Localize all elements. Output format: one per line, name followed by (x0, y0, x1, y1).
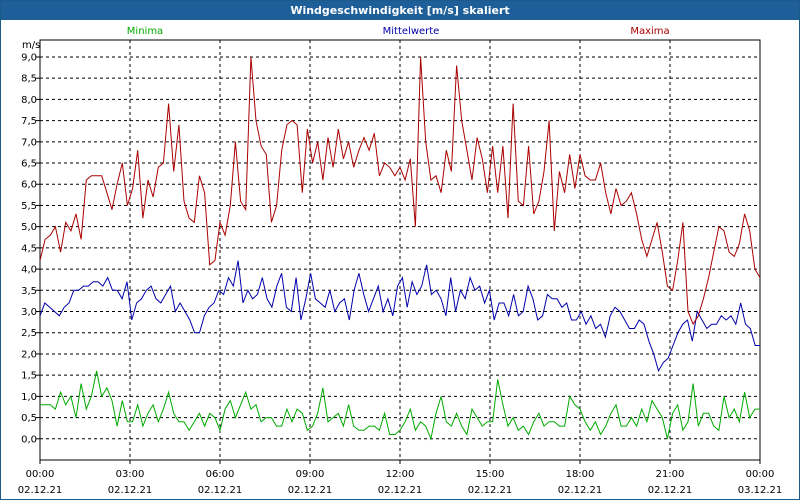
x-tick-time-label: 00:00 (26, 469, 55, 480)
series-line-mittelwerte (39, 260, 760, 373)
x-tick-time-label: 18:00 (566, 469, 595, 480)
series-line-maxima (39, 56, 761, 326)
labels: Minima Mittelwerte Maxima m/s 0,0 0,5 1,0 1… (18, 26, 783, 496)
x-tick-date-label: 03.12.21 (738, 485, 783, 496)
x-tick-time-label: 09:00 (296, 469, 325, 480)
x-tick-time-label: 15:00 (476, 469, 505, 480)
x-tick-date-label: 02.12.21 (648, 485, 693, 496)
chart-title: Windgeschwindigkeit [m/s] skaliert (1, 1, 799, 20)
y-tick-label: 2,0 (21, 349, 37, 360)
y-tick-label: 4,5 (21, 243, 37, 254)
axes (36, 39, 761, 464)
x-tick-date-label: 02.12.21 (378, 485, 423, 496)
x-tick-time-label: 00:00 (746, 469, 775, 480)
x-tick-date-label: 02.12.21 (18, 485, 63, 496)
series (39, 56, 761, 441)
y-axis-label: m/s (22, 40, 40, 51)
x-tick-date-label: 02.12.21 (108, 485, 153, 496)
y-tick-label: 1,0 (21, 392, 37, 403)
y-tick-label: 6,0 (21, 180, 37, 191)
y-tick-label: 3,5 (21, 286, 37, 297)
y-tick-label: 5,0 (21, 222, 37, 233)
legend-minima: Minima (127, 26, 163, 37)
x-tick-date-label: 02.12.21 (558, 485, 603, 496)
y-tick-label: 3,0 (21, 307, 37, 318)
x-tick-date-label: 02.12.21 (198, 485, 243, 496)
x-tick-time-label: 06:00 (206, 469, 235, 480)
y-tick-label: 7,0 (21, 137, 37, 148)
x-tick-date-label: 02.12.21 (468, 485, 513, 496)
y-tick-label: 0,5 (21, 413, 37, 424)
legend-maxima: Maxima (630, 26, 669, 37)
x-tick-time-label: 03:00 (116, 469, 145, 480)
x-tick-time-label: 21:00 (656, 469, 685, 480)
legend-mittelwerte: Mittelwerte (383, 26, 440, 37)
y-tick-label: 8,5 (21, 74, 37, 85)
y-tick-label: 0,0 (21, 434, 37, 445)
y-tick-label: 4,0 (21, 265, 37, 276)
x-tick-date-label: 02.12.21 (288, 485, 333, 496)
grid (40, 40, 760, 460)
series-line-minima (40, 370, 760, 441)
x-tick-time-label: 12:00 (386, 469, 415, 480)
y-tick-label: 1,5 (21, 371, 37, 382)
y-tick-label: 5,5 (21, 201, 37, 212)
y-tick-label: 7,5 (21, 116, 37, 127)
y-tick-label: 9,0 (21, 52, 37, 63)
y-tick-label: 2,5 (21, 328, 37, 339)
y-tick-label: 6,5 (21, 159, 37, 170)
y-tick-label: 8,0 (21, 95, 37, 106)
